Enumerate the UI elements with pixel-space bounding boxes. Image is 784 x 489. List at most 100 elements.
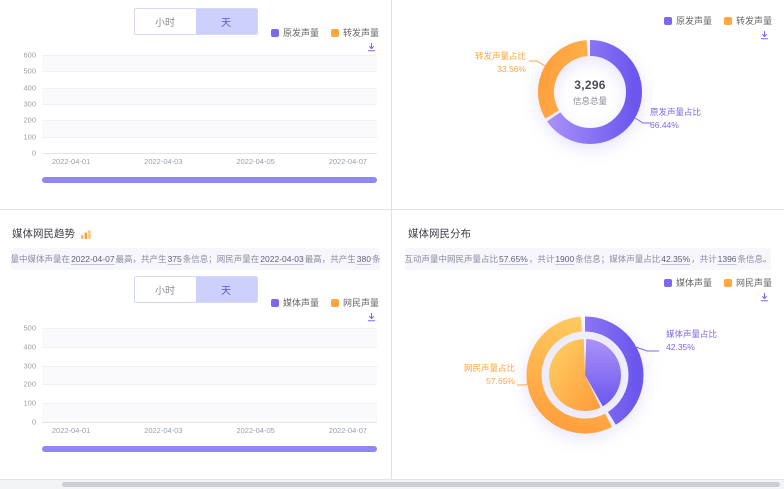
legend-label: 原发声量 (675, 16, 712, 26)
legend-item-original[interactable]: 原发声量 (663, 14, 712, 27)
y-axis-tick: 100 (23, 132, 36, 142)
plot-band (42, 365, 377, 385)
legend-item-media[interactable]: 媒体声量 (663, 276, 712, 289)
x-axis-tick: 2022-04-07 (328, 426, 368, 435)
x-axis-labels: 2022-04-01 2022-04-03 2022-04-05 2022-04-07 (42, 157, 377, 166)
panel-media-netizen-trend: 媒体网民趋势 互动声量中媒体声量在2022-04-07最高，共产生375条信息；… (0, 210, 391, 480)
legend: 媒体声量 网民声量 (663, 276, 772, 289)
summary-description: 互动声量中网民声量占比 57.65% ，共计 1900 条信息；媒体声量占比 42.35%… (405, 248, 771, 270)
legend-marker (330, 298, 339, 307)
gridline (42, 120, 377, 122)
summary-description: 互动声量中媒体声量在2022-04-07最高，共产生375条信息；网民声量在20… (11, 248, 380, 270)
x-axis-tick: 2022-04-01 (51, 426, 91, 435)
donut-segment-original (538, 40, 642, 144)
legend-label: 转发声量 (342, 28, 379, 38)
gridline (42, 55, 377, 56)
legend-marker (663, 278, 672, 287)
legend-label: 网民声量 (342, 298, 379, 308)
datazoom-scrollbar[interactable] (42, 177, 377, 183)
toggle-option-hour[interactable]: 小时 (134, 9, 196, 34)
legend-label: 原发声量 (282, 28, 319, 38)
leader-line (517, 380, 534, 386)
x-axis-tick (279, 426, 325, 435)
plot-band (42, 87, 377, 104)
page-title: 媒体网民分布 (408, 228, 471, 240)
legend: 媒体声量 网民声量 (270, 296, 379, 309)
gridline (42, 328, 377, 329)
donut-svg (529, 39, 651, 144)
total-label: 信息总量 (572, 95, 607, 106)
gridline (42, 384, 377, 386)
legend: 原发声量 转发声量 (663, 14, 772, 27)
x-axis-labels: 2022-04-01 2022-04-03 2022-04-05 2022-04-07 (42, 426, 377, 435)
plot-band (42, 120, 377, 137)
legend-label: 媒体声量 (675, 278, 712, 288)
legend-marker (270, 28, 279, 37)
slice-label-forward: 转发声量占比 33.56% (474, 51, 526, 75)
x-axis-tick (279, 157, 325, 166)
donut-segment-forward (538, 39, 642, 144)
y-axis-tick: 300 (23, 361, 36, 371)
legend-item-netizen[interactable]: 网民声量 (330, 296, 379, 309)
leader-line (634, 117, 651, 124)
legend-label: 转发声量 (735, 16, 772, 26)
gridline (42, 346, 377, 348)
download-icon[interactable] (759, 292, 770, 303)
x-axis-tick: 2022-04-05 (236, 157, 275, 166)
x-axis-tick (94, 426, 140, 435)
plot-band (42, 55, 377, 72)
toggle-option-hour[interactable]: 小时 (134, 277, 196, 302)
bar-chart-volume-trend: 600 500 400 300 200 100 0 2022-04-01 2022-04-03… (12, 51, 377, 183)
ring-segment-netizen (526, 316, 644, 434)
toggle-option-day[interactable]: 天 (195, 277, 257, 302)
gridline (42, 71, 377, 73)
panel-volume-distribution: 原发声量 转发声量 (392, 0, 784, 209)
y-axis-tick: 0 (31, 148, 36, 158)
panel-media-netizen-distribution: 媒体网民分布 互动声量中网民声量占比 57.65% ，共计 1900 条信息；媒体声量占… (392, 210, 784, 480)
x-axis-tick: 2022-04-01 (51, 157, 91, 166)
scrollbar-thumb[interactable] (62, 482, 780, 487)
leader-line (632, 345, 659, 352)
pie-ring-chart-distribution (517, 310, 659, 440)
y-axis-tick: 0 (31, 417, 36, 427)
x-axis-tick (186, 157, 232, 166)
y-axis-tick: 400 (23, 342, 36, 352)
legend-item-media[interactable]: 媒体声量 (270, 296, 319, 309)
plot-area: 600 500 400 300 200 100 0 (23, 51, 377, 158)
gridline (42, 403, 377, 405)
legend-marker (723, 278, 732, 287)
legend-item-forward[interactable]: 转发声量 (330, 26, 379, 39)
gridline (42, 365, 377, 367)
x-axis-tick (94, 157, 140, 166)
plot-area: 500 400 300 200 100 0 (23, 324, 377, 427)
download-icon[interactable] (366, 312, 377, 323)
time-granularity-toggle: 小时 天 (133, 276, 258, 303)
legend-label: 媒体声量 (282, 298, 319, 308)
legend-item-netizen[interactable]: 网民声量 (723, 276, 772, 289)
legend-label: 网民声量 (735, 278, 772, 288)
toggle-option-day[interactable]: 天 (195, 9, 257, 34)
legend-item-forward[interactable]: 转发声量 (723, 14, 772, 27)
panel-title: 媒体网民分布 (408, 226, 471, 241)
bar-chart-media-netizen: 500 400 300 200 100 0 2022-04-01 2022-04-03 202… (12, 324, 377, 452)
slice-label-netizen: 网民声量占比 57.65% (463, 363, 515, 387)
y-axis-tick: 200 (23, 115, 36, 125)
x-axis-tick: 2022-04-05 (236, 426, 275, 435)
legend-item-original[interactable]: 原发声量 (270, 26, 319, 39)
download-icon[interactable] (759, 30, 770, 41)
y-axis-tick: 500 (23, 66, 36, 76)
ring-segment-media (526, 316, 644, 434)
y-axis-tick: 500 (23, 323, 36, 333)
plot-band (42, 328, 377, 347)
gridline (42, 104, 377, 105)
legend: 原发声量 转发声量 (270, 26, 379, 39)
y-axis-tick: 100 (23, 398, 36, 408)
download-icon[interactable] (366, 42, 377, 53)
bar-chart-icon (81, 229, 91, 239)
leader-line (529, 60, 546, 67)
datazoom-scrollbar[interactable] (42, 446, 377, 452)
legend-marker (723, 16, 732, 25)
y-axis-tick: 300 (23, 99, 36, 109)
panel-volume-trend: 小时 天 原发声量 转发声量 600 500 400 300 200 100 0 2022-… (0, 0, 391, 209)
plot-band (42, 403, 377, 422)
